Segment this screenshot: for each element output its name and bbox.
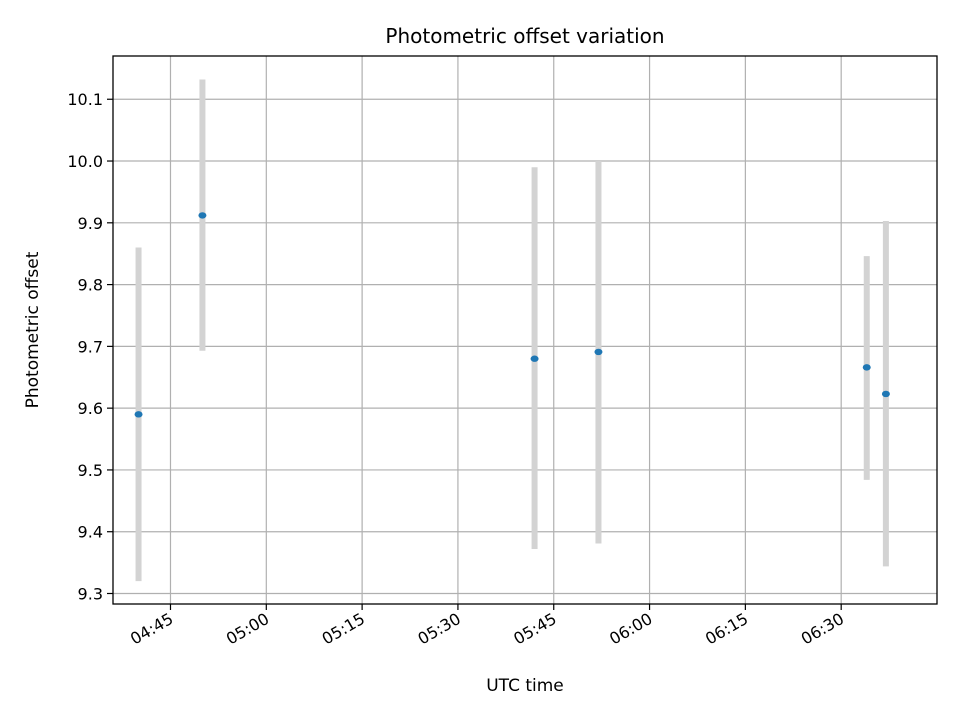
y-tick-label: 9.3 (78, 584, 103, 603)
y-axis-ticks: 9.3 9.4 9.5 9.6 9.7 9.8 9.9 10.0 10.1 (67, 90, 113, 603)
y-tick-label: 10.0 (67, 152, 103, 171)
x-axis-label: UTC time (486, 676, 564, 696)
y-tick-label: 9.7 (78, 337, 103, 356)
data-point (594, 348, 603, 356)
data-point (862, 364, 871, 371)
y-tick-label: 9.4 (78, 523, 103, 542)
chart-title: Photometric offset variation (385, 24, 664, 48)
y-tick-label: 9.8 (78, 276, 103, 295)
data-point (530, 355, 539, 362)
y-axis-label: Photometric offset (23, 251, 43, 408)
data-point (134, 411, 143, 418)
y-tick-label: 9.6 (78, 399, 103, 418)
y-tick-label: 9.9 (78, 214, 103, 233)
plot-frame (112, 55, 938, 605)
data-points (134, 212, 890, 418)
grid (113, 56, 937, 604)
data-point (881, 390, 890, 398)
y-tick-label: 10.1 (67, 90, 103, 109)
data-point (198, 212, 207, 219)
y-tick-label: 9.5 (78, 461, 103, 480)
